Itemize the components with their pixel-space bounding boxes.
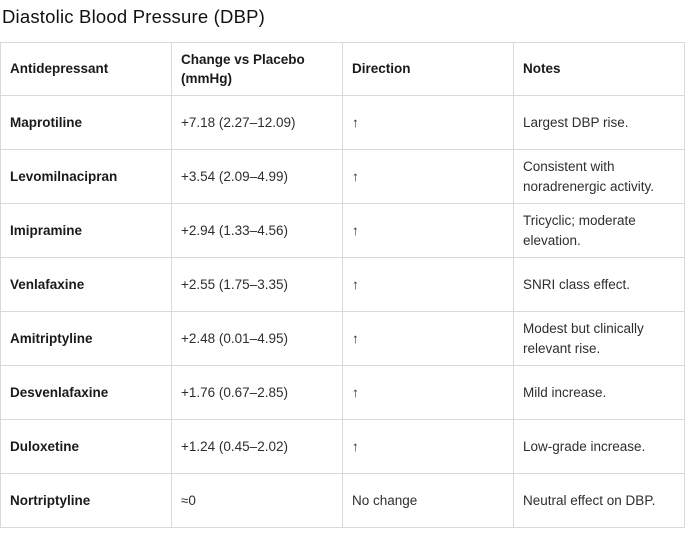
cell-notes: Modest but clinically relevant rise. xyxy=(513,311,685,366)
note-text: Modest but clinically relevant rise. xyxy=(523,321,644,356)
cell-direction: ↑ xyxy=(342,311,514,366)
cell-direction: ↑ xyxy=(342,149,514,204)
table-row: Venlafaxine +2.55 (1.75–3.35) ↑ SNRI cla… xyxy=(0,257,685,312)
cell-direction: ↑ xyxy=(342,95,514,150)
note-text: Largest DBP rise. xyxy=(523,114,629,130)
cell-notes: Low-grade increase. xyxy=(513,419,685,474)
cell-antidepressant: Venlafaxine xyxy=(0,257,172,312)
table-row: Desvenlafaxine +1.76 (0.67–2.85) ↑ Mild … xyxy=(0,365,685,420)
cell-change: ≈0 xyxy=(171,473,343,528)
cell-notes: Mild increase. xyxy=(513,365,685,420)
cell-antidepressant: Imipramine xyxy=(0,203,172,258)
page-title: Diastolic Blood Pressure (DBP) xyxy=(2,6,266,27)
note-text: Tricyclic; moderate elevation. xyxy=(523,213,636,248)
cell-direction: ↑ xyxy=(342,365,514,420)
cell-antidepressant: Duloxetine xyxy=(0,419,172,474)
cell-change: +2.55 (1.75–3.35) xyxy=(171,257,343,312)
cell-change: +1.76 (0.67–2.85) xyxy=(171,365,343,420)
cell-change: +3.54 (2.09–4.99) xyxy=(171,149,343,204)
cell-direction: ↑ xyxy=(342,203,514,258)
cell-notes: Neutral effect on DBP. xyxy=(513,473,685,528)
table-row: Nortriptyline ≈0 No change Neutral effec… xyxy=(0,473,685,528)
cell-antidepressant: Desvenlafaxine xyxy=(0,365,172,420)
table-row: Imipramine +2.94 (1.33–4.56) ↑ Tricyclic… xyxy=(0,203,685,258)
table-row: Levomilnacipran +3.54 (2.09–4.99) ↑ Cons… xyxy=(0,149,685,204)
note-text: Neutral effect on DBP. xyxy=(523,492,656,508)
cell-change: +2.48 (0.01–4.95) xyxy=(171,311,343,366)
cell-notes: Consistent with noradrenergic activity. xyxy=(513,149,685,204)
table-row: Duloxetine +1.24 (0.45–2.02) ↑ Low-grade… xyxy=(0,419,685,474)
note-text: Low-grade increase. xyxy=(523,438,646,454)
cell-direction: ↑ xyxy=(342,257,514,312)
header-direction: Direction xyxy=(342,42,514,96)
cell-change: +1.24 (0.45–2.02) xyxy=(171,419,343,474)
cell-notes: SNRI class effect. xyxy=(513,257,685,312)
cell-change: +7.18 (2.27–12.09) xyxy=(171,95,343,150)
cell-antidepressant: Amitriptyline xyxy=(0,311,172,366)
header-antidepressant: Antidepressant xyxy=(0,42,172,96)
cell-antidepressant: Nortriptyline xyxy=(0,473,172,528)
cell-direction: ↑ xyxy=(342,419,514,474)
header-notes: Notes xyxy=(513,42,685,96)
table-header-row: Antidepressant Change vs Placebo (mmHg) … xyxy=(0,42,685,96)
cell-antidepressant: Maprotiline xyxy=(0,95,172,150)
cell-change: +2.94 (1.33–4.56) xyxy=(171,203,343,258)
cell-notes: Largest DBP rise. xyxy=(513,95,685,150)
cell-notes: Tricyclic; moderate elevation. xyxy=(513,203,685,258)
table-body: Maprotiline +7.18 (2.27–12.09) ↑ Largest… xyxy=(0,95,685,528)
table-row: Maprotiline +7.18 (2.27–12.09) ↑ Largest… xyxy=(0,95,685,150)
note-text: Mild increase. xyxy=(523,384,607,400)
table-row: Amitriptyline +2.48 (0.01–4.95) ↑ Modest… xyxy=(0,311,685,366)
cell-direction: No change xyxy=(342,473,514,528)
cell-antidepressant: Levomilnacipran xyxy=(0,149,172,204)
note-text: Consistent with noradrenergic activity. xyxy=(523,159,655,194)
note-text: SNRI class effect. xyxy=(523,276,631,292)
dbp-table: Antidepressant Change vs Placebo (mmHg) … xyxy=(0,42,685,528)
header-change-vs-placebo: Change vs Placebo (mmHg) xyxy=(171,42,343,96)
